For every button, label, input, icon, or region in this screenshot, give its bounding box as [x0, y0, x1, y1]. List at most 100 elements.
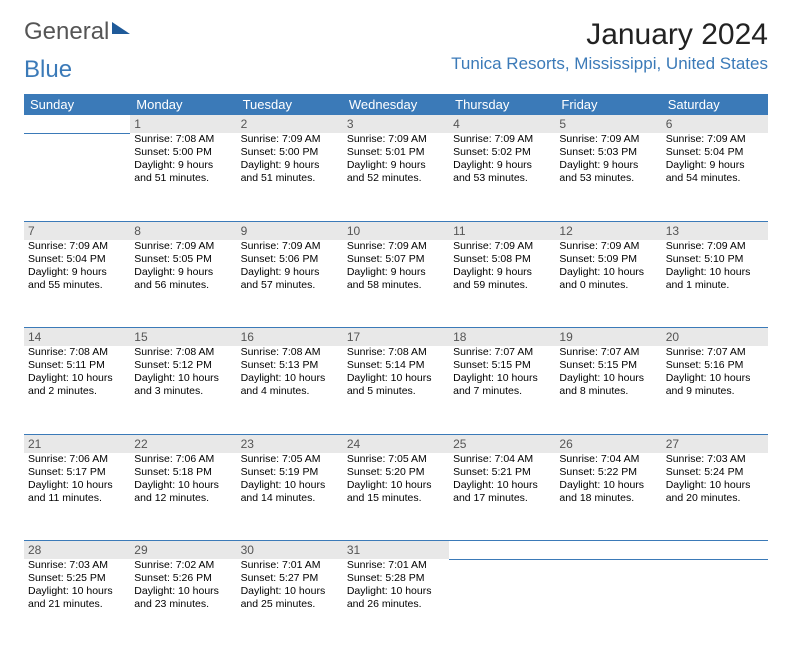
day-cell: Sunrise: 7:04 AMSunset: 5:21 PMDaylight:…: [449, 453, 555, 541]
day-number: 6: [662, 115, 768, 133]
day-number: 12: [555, 221, 661, 240]
day-cell: Sunrise: 7:09 AMSunset: 5:06 PMDaylight:…: [237, 240, 343, 328]
day-number: 13: [662, 221, 768, 240]
day-info-line: Sunrise: 7:09 AM: [241, 240, 339, 253]
day-info-line: Sunset: 5:16 PM: [666, 359, 764, 372]
day-info-line: Sunset: 5:02 PM: [453, 146, 551, 159]
day-info-line: Sunset: 5:00 PM: [241, 146, 339, 159]
day-info-line: Sunrise: 7:08 AM: [28, 346, 126, 359]
day-info-line: Daylight: 10 hours: [134, 585, 232, 598]
day-number-row: 123456: [24, 115, 768, 133]
day-info-line: Sunrise: 7:09 AM: [666, 240, 764, 253]
day-info-line: Sunset: 5:03 PM: [559, 146, 657, 159]
day-info-line: Sunrise: 7:08 AM: [134, 346, 232, 359]
day-cell: Sunrise: 7:08 AMSunset: 5:13 PMDaylight:…: [237, 346, 343, 434]
day-info-line: and 20 minutes.: [666, 492, 764, 505]
day-number: 30: [237, 541, 343, 560]
day-cell: [24, 133, 130, 221]
logo-triangle-icon: [112, 22, 130, 34]
logo-text-2: Blue: [24, 56, 72, 83]
day-number: [24, 115, 130, 133]
day-cell: Sunrise: 7:03 AMSunset: 5:25 PMDaylight:…: [24, 559, 130, 647]
day-cell: Sunrise: 7:07 AMSunset: 5:16 PMDaylight:…: [662, 346, 768, 434]
day-info-line: Daylight: 10 hours: [28, 372, 126, 385]
day-number: 21: [24, 434, 130, 453]
day-info-line: Sunrise: 7:09 AM: [666, 133, 764, 146]
day-info-line: Sunrise: 7:03 AM: [28, 559, 126, 572]
day-info-line: and 12 minutes.: [134, 492, 232, 505]
day-number: [662, 541, 768, 560]
day-number-row: 78910111213: [24, 221, 768, 240]
day-info-line: Sunrise: 7:09 AM: [347, 240, 445, 253]
day-info-line: and 0 minutes.: [559, 279, 657, 292]
day-header: Thursday: [449, 94, 555, 115]
day-info-line: and 15 minutes.: [347, 492, 445, 505]
day-info-line: Sunset: 5:15 PM: [453, 359, 551, 372]
day-cell: [449, 559, 555, 647]
day-info-line: Daylight: 9 hours: [241, 266, 339, 279]
day-info-line: Sunrise: 7:09 AM: [241, 133, 339, 146]
day-number: 8: [130, 221, 236, 240]
day-info-line: Sunset: 5:05 PM: [134, 253, 232, 266]
day-info-line: Daylight: 10 hours: [28, 585, 126, 598]
day-info-line: Sunset: 5:13 PM: [241, 359, 339, 372]
day-info-line: Sunset: 5:25 PM: [28, 572, 126, 585]
day-info-line: and 5 minutes.: [347, 385, 445, 398]
day-info-line: and 55 minutes.: [28, 279, 126, 292]
day-info-line: and 26 minutes.: [347, 598, 445, 611]
day-number: 17: [343, 328, 449, 347]
day-info-line: Sunset: 5:08 PM: [453, 253, 551, 266]
day-info-line: Sunrise: 7:02 AM: [134, 559, 232, 572]
day-info-line: Sunrise: 7:04 AM: [453, 453, 551, 466]
day-info-line: Sunrise: 7:05 AM: [347, 453, 445, 466]
day-cell: Sunrise: 7:05 AMSunset: 5:20 PMDaylight:…: [343, 453, 449, 541]
day-info-line: and 59 minutes.: [453, 279, 551, 292]
day-info-line: Sunset: 5:06 PM: [241, 253, 339, 266]
day-info-line: Daylight: 9 hours: [28, 266, 126, 279]
day-info-line: Sunrise: 7:07 AM: [559, 346, 657, 359]
day-info-line: and 11 minutes.: [28, 492, 126, 505]
day-info-line: Sunset: 5:22 PM: [559, 466, 657, 479]
day-info-line: Sunset: 5:04 PM: [666, 146, 764, 159]
day-info-line: Daylight: 10 hours: [28, 479, 126, 492]
day-info-line: Sunset: 5:07 PM: [347, 253, 445, 266]
day-info-line: and 52 minutes.: [347, 172, 445, 185]
day-info-line: Daylight: 9 hours: [453, 159, 551, 172]
day-info-line: Sunrise: 7:06 AM: [28, 453, 126, 466]
day-info-line: Sunset: 5:21 PM: [453, 466, 551, 479]
day-info-line: Daylight: 10 hours: [559, 266, 657, 279]
day-header: Saturday: [662, 94, 768, 115]
day-number-row: 14151617181920: [24, 328, 768, 347]
day-cell: Sunrise: 7:06 AMSunset: 5:18 PMDaylight:…: [130, 453, 236, 541]
day-number: 7: [24, 221, 130, 240]
day-info-line: Daylight: 9 hours: [666, 159, 764, 172]
day-cell: Sunrise: 7:09 AMSunset: 5:09 PMDaylight:…: [555, 240, 661, 328]
day-number: 15: [130, 328, 236, 347]
day-number-row: 28293031: [24, 541, 768, 560]
month-title: January 2024: [451, 18, 768, 52]
day-info-line: and 56 minutes.: [134, 279, 232, 292]
day-header: Sunday: [24, 94, 130, 115]
day-info-line: Daylight: 10 hours: [666, 479, 764, 492]
title-block: January 2024 Tunica Resorts, Mississippi…: [451, 18, 768, 74]
day-info-line: Daylight: 9 hours: [241, 159, 339, 172]
day-info-line: Sunset: 5:00 PM: [134, 146, 232, 159]
day-info-line: and 25 minutes.: [241, 598, 339, 611]
day-info-line: Daylight: 9 hours: [134, 266, 232, 279]
day-info-line: Sunrise: 7:03 AM: [666, 453, 764, 466]
calendar-table: SundayMondayTuesdayWednesdayThursdayFrid…: [24, 94, 768, 647]
day-info-line: Daylight: 9 hours: [453, 266, 551, 279]
day-cell: Sunrise: 7:02 AMSunset: 5:26 PMDaylight:…: [130, 559, 236, 647]
day-info-line: Sunset: 5:24 PM: [666, 466, 764, 479]
day-info-line: Sunrise: 7:09 AM: [559, 240, 657, 253]
day-cell: Sunrise: 7:09 AMSunset: 5:03 PMDaylight:…: [555, 133, 661, 221]
day-number: 5: [555, 115, 661, 133]
day-cell: Sunrise: 7:09 AMSunset: 5:07 PMDaylight:…: [343, 240, 449, 328]
day-info-line: and 23 minutes.: [134, 598, 232, 611]
day-info-line: Daylight: 10 hours: [453, 372, 551, 385]
day-cell: Sunrise: 7:01 AMSunset: 5:27 PMDaylight:…: [237, 559, 343, 647]
day-info-line: and 17 minutes.: [453, 492, 551, 505]
day-cell: Sunrise: 7:08 AMSunset: 5:14 PMDaylight:…: [343, 346, 449, 434]
day-cell: Sunrise: 7:09 AMSunset: 5:02 PMDaylight:…: [449, 133, 555, 221]
day-content-row: Sunrise: 7:06 AMSunset: 5:17 PMDaylight:…: [24, 453, 768, 541]
